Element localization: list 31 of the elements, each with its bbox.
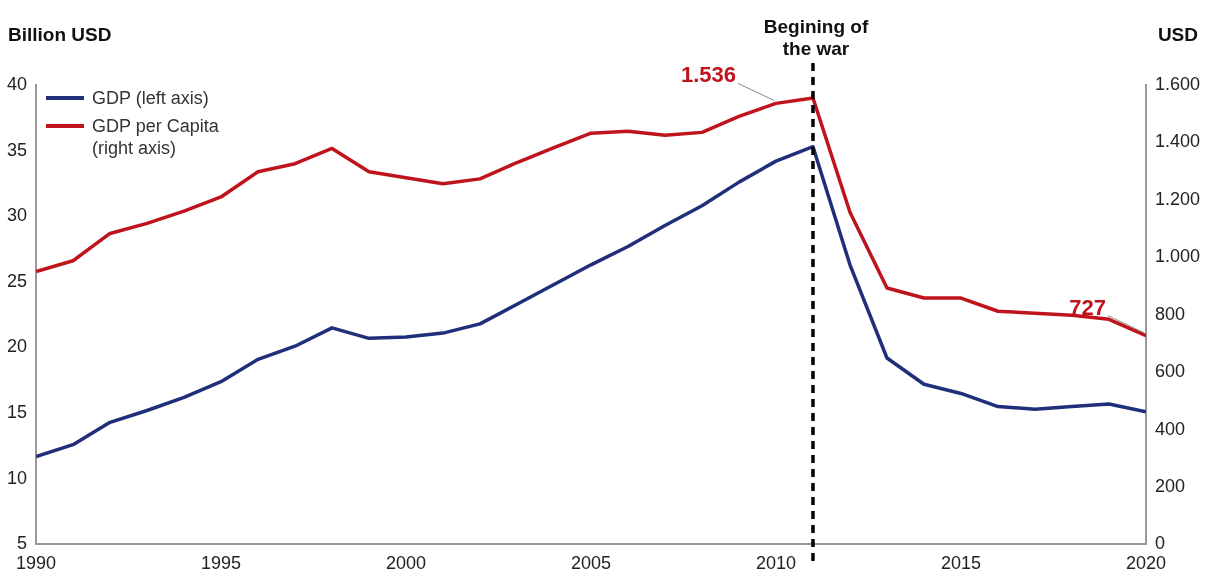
x-tick-label: 2005 xyxy=(570,553,612,574)
y-tick-label: 15 xyxy=(6,402,28,423)
x-tick-label: 2010 xyxy=(755,553,796,574)
x-tick-label: 2000 xyxy=(385,553,427,574)
y-tick-label: 30 xyxy=(6,205,28,226)
y-tick-label: 40 xyxy=(6,73,28,94)
x-tick-label: 2015 xyxy=(940,553,981,574)
y2-tick-label: 1.600 xyxy=(1154,73,1200,94)
x-tick-label: 1995 xyxy=(200,553,242,574)
ref-line-label: Begining of the war xyxy=(763,16,869,59)
y2-axis-title: USD xyxy=(1157,23,1198,45)
y2-tick-label: 1.200 xyxy=(1154,188,1200,209)
legend-label: GDP per Capita (right axis) xyxy=(92,115,220,159)
y2-tick-label: 1.400 xyxy=(1154,131,1200,152)
y2-tick-label: 800 xyxy=(1154,303,1185,324)
y-tick-label: 5 xyxy=(17,533,28,554)
y2-tick-label: 0 xyxy=(1154,533,1165,554)
y2-tick-label: 400 xyxy=(1154,418,1185,439)
y-tick-label: 20 xyxy=(6,336,28,357)
x-tick-label: 2020 xyxy=(1125,553,1166,574)
y2-tick-label: 1.000 xyxy=(1154,246,1200,267)
y-axis-title: Billion USD xyxy=(8,23,112,45)
y2-tick-label: 200 xyxy=(1154,475,1185,496)
y2-tick-label: 600 xyxy=(1154,361,1185,382)
y-tick-label: 25 xyxy=(6,270,28,291)
legend-label: GDP (left axis) xyxy=(92,87,209,109)
data-label: 1.536 xyxy=(680,62,736,88)
data-label: 727 xyxy=(1069,294,1106,320)
y-tick-label: 10 xyxy=(6,467,28,488)
x-tick-label: 1990 xyxy=(16,553,57,574)
y-tick-label: 35 xyxy=(6,139,28,160)
